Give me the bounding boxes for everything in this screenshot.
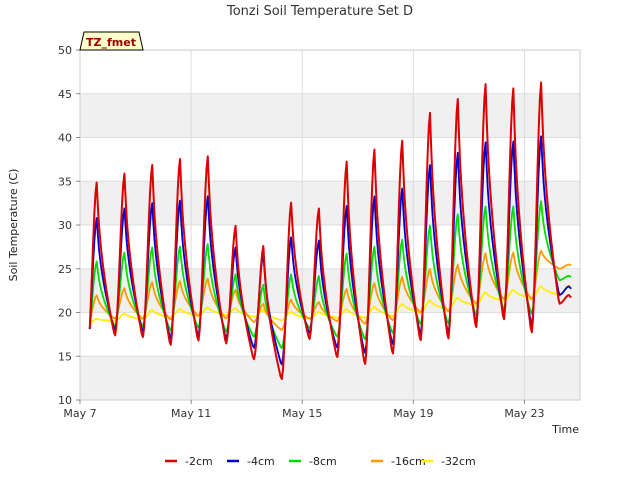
legend-label: -8cm xyxy=(309,455,337,468)
legend-label: -4cm xyxy=(247,455,275,468)
legend-label: -16cm xyxy=(391,455,426,468)
y-tick-label: 30 xyxy=(58,219,72,232)
legend-label: -32cm xyxy=(441,455,476,468)
x-tick-label: May 11 xyxy=(171,407,211,420)
y-tick-label: 35 xyxy=(58,175,72,188)
series-layer xyxy=(88,81,572,380)
chart-title: Tonzi Soil Temperature Set D xyxy=(226,4,413,19)
plot-band xyxy=(80,356,580,400)
y-tick-label: 15 xyxy=(58,350,72,363)
series-line-minus-16cm xyxy=(88,249,572,331)
legend-label: -2cm xyxy=(185,455,213,468)
axis-ticks: 10 15 20 25 30 35 40 45 50 May 7 May 11 May 15 May 1… xyxy=(58,44,545,420)
y-tick-label: 50 xyxy=(58,44,72,57)
plot-band xyxy=(80,93,580,138)
badge-shape xyxy=(79,31,144,51)
y-tick-label: 25 xyxy=(58,263,72,276)
x-tick-label: May 19 xyxy=(393,407,433,420)
plot-band xyxy=(80,181,580,225)
y-tick-label: 10 xyxy=(58,394,72,407)
x-tick-label: May 23 xyxy=(504,407,544,420)
legend: -2cm -4cm -8cm -16cm -32cm xyxy=(165,455,476,468)
y-tick-label: 20 xyxy=(58,307,72,320)
y-tick-label: 45 xyxy=(58,88,72,101)
x-axis-label: Time xyxy=(551,423,579,436)
y-tick-label: 40 xyxy=(58,132,72,145)
series-line-minus-2cm xyxy=(88,81,572,380)
x-tick-label: May 7 xyxy=(63,407,96,420)
x-tick-label: May 15 xyxy=(282,407,322,420)
tz-fmet-badge: TZ_fmet xyxy=(79,31,144,51)
badge-label: TZ_fmet xyxy=(86,36,136,49)
plot-bands xyxy=(80,93,580,400)
y-axis-label: Soil Temperature (C) xyxy=(7,169,20,282)
